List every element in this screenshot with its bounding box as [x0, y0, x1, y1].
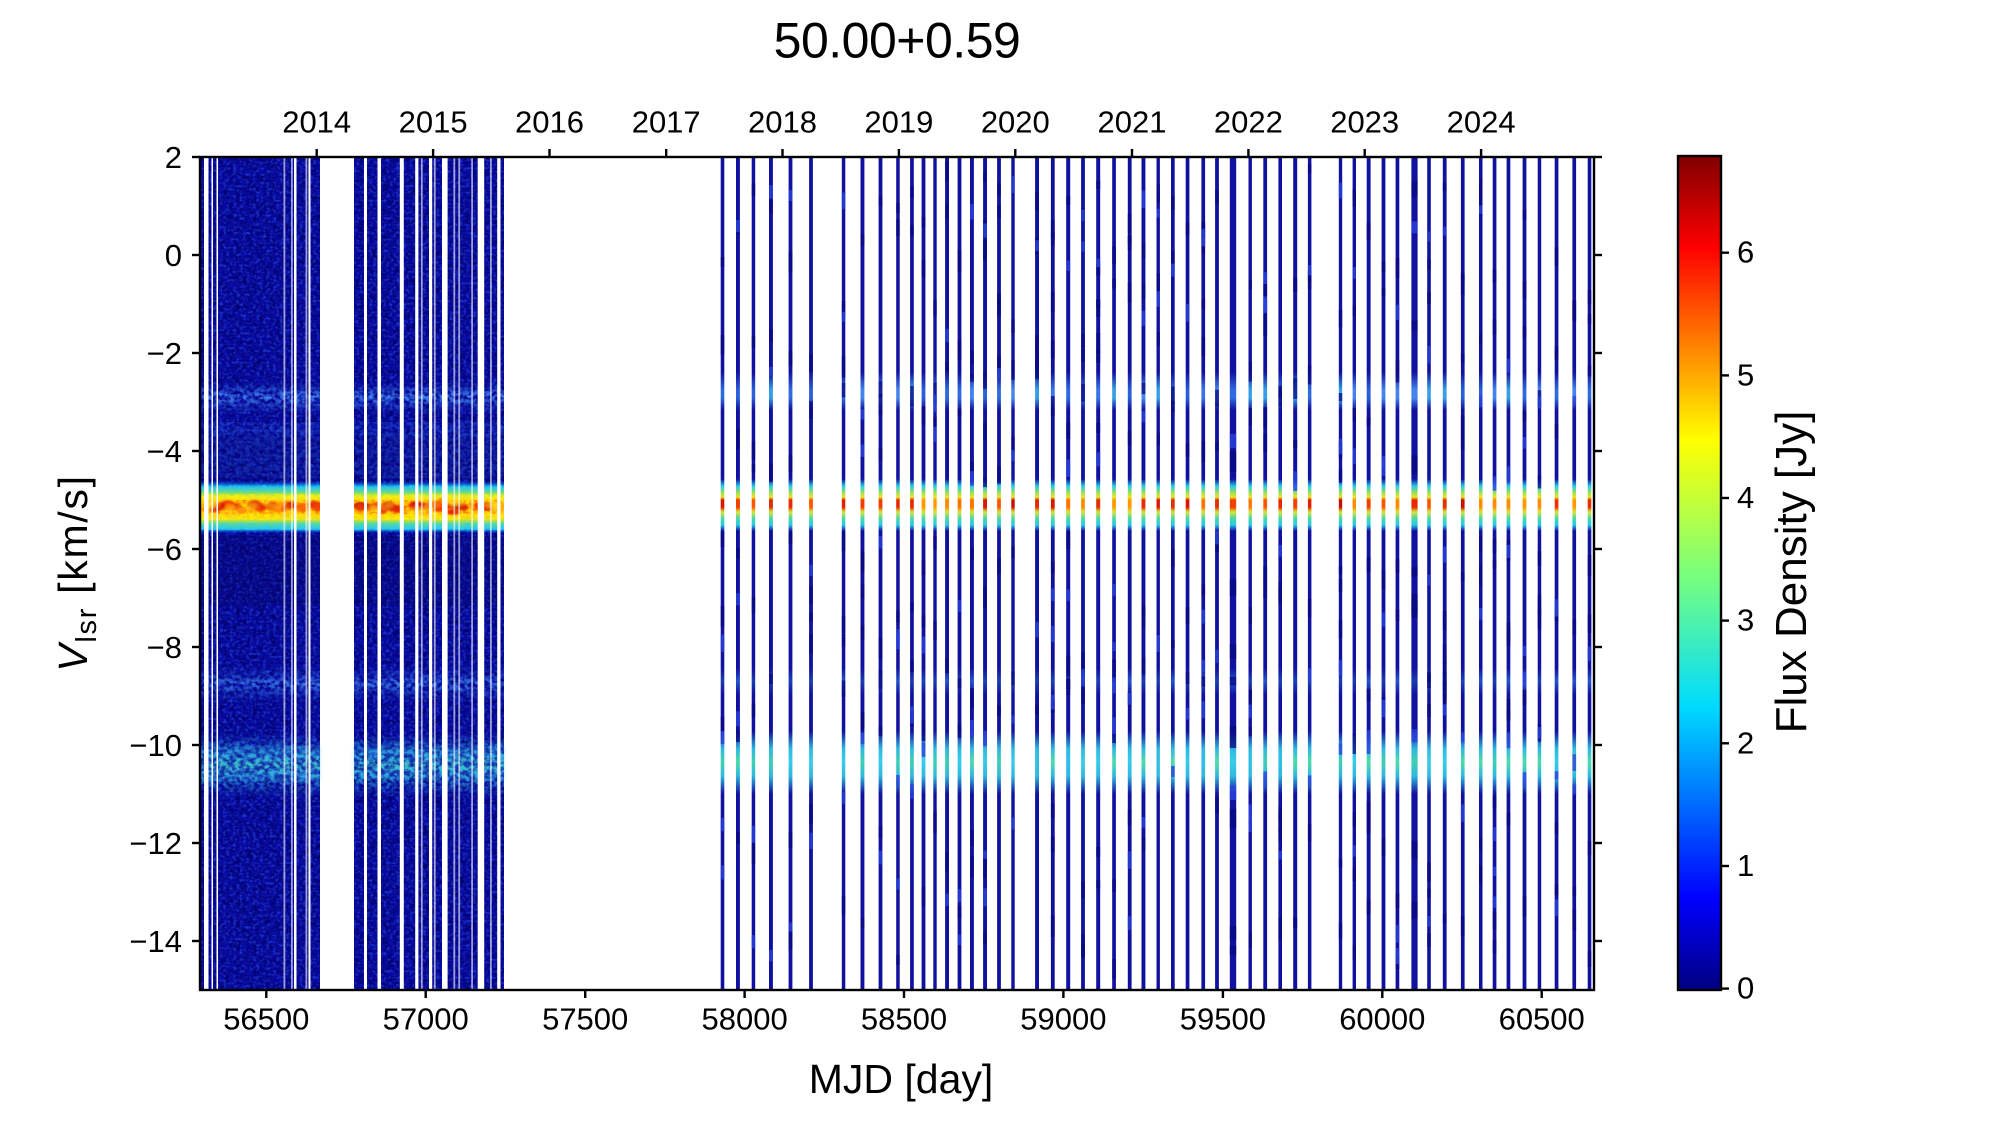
svg-text:4: 4	[1737, 480, 1754, 515]
svg-text:Flux Density [Jy]: Flux Density [Jy]	[1767, 411, 1816, 734]
svg-text:56500: 56500	[223, 1002, 309, 1037]
svg-text:57500: 57500	[542, 1002, 628, 1037]
svg-text:3: 3	[1737, 603, 1754, 638]
svg-text:2014: 2014	[282, 105, 351, 140]
svg-text:60500: 60500	[1499, 1002, 1585, 1037]
svg-text:MJD [day]: MJD [day]	[809, 1056, 994, 1102]
svg-text:2020: 2020	[981, 105, 1050, 140]
svg-text:2018: 2018	[748, 105, 817, 140]
svg-text:50.00+0.59: 50.00+0.59	[774, 13, 1021, 69]
svg-text:5: 5	[1737, 357, 1754, 392]
svg-text:−10: −10	[129, 728, 182, 763]
svg-text:−4: −4	[147, 434, 182, 469]
svg-text:−12: −12	[129, 826, 182, 861]
svg-text:2023: 2023	[1330, 105, 1399, 140]
svg-text:59500: 59500	[1180, 1002, 1266, 1037]
svg-text:59000: 59000	[1020, 1002, 1106, 1037]
svg-text:6: 6	[1737, 235, 1754, 270]
svg-text:2016: 2016	[515, 105, 584, 140]
svg-text:2019: 2019	[864, 105, 933, 140]
svg-text:−8: −8	[147, 630, 182, 665]
svg-text:58500: 58500	[861, 1002, 947, 1037]
svg-text:−14: −14	[129, 924, 182, 959]
svg-text:−2: −2	[147, 336, 182, 371]
svg-text:0: 0	[1737, 971, 1754, 1006]
svg-text:2022: 2022	[1214, 105, 1283, 140]
svg-text:57000: 57000	[383, 1002, 469, 1037]
svg-text:0: 0	[165, 238, 182, 273]
svg-text:60000: 60000	[1339, 1002, 1425, 1037]
svg-text:2017: 2017	[632, 105, 701, 140]
svg-text:Vlsr [km/s]: Vlsr [km/s]	[50, 474, 103, 671]
svg-text:2015: 2015	[399, 105, 468, 140]
svg-text:58000: 58000	[701, 1002, 787, 1037]
svg-text:2024: 2024	[1447, 105, 1516, 140]
svg-text:−6: −6	[147, 532, 182, 567]
svg-text:2021: 2021	[1098, 105, 1167, 140]
svg-text:1: 1	[1737, 848, 1754, 883]
svg-text:2: 2	[1737, 725, 1754, 760]
svg-text:2: 2	[165, 140, 182, 175]
